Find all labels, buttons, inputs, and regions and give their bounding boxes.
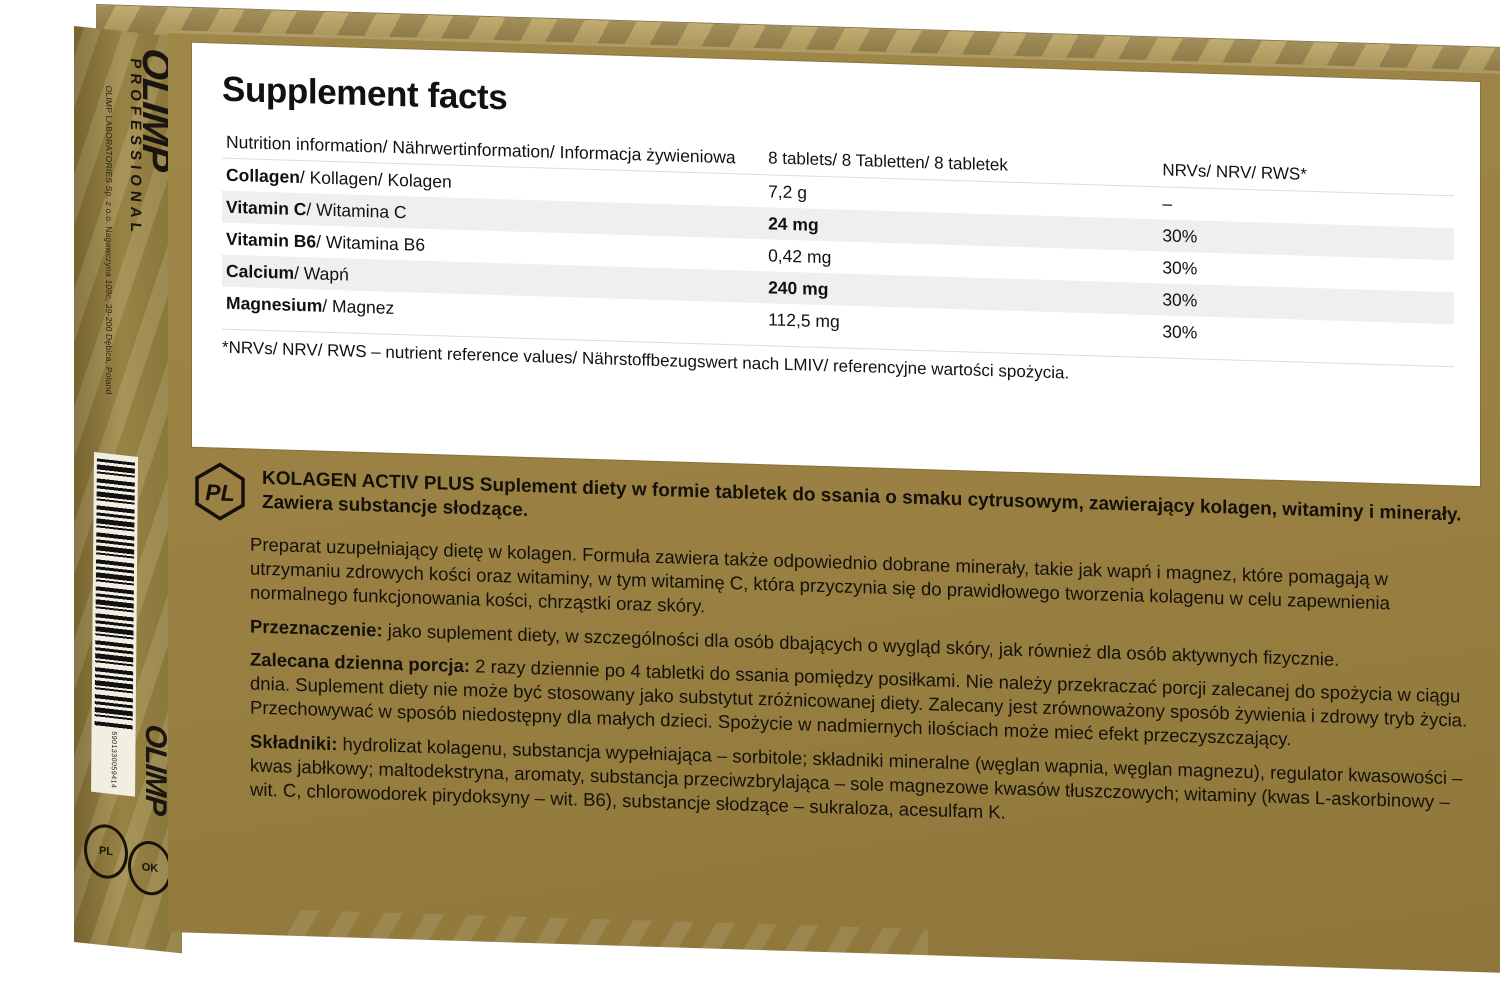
recycle-badge-icon: PL	[84, 822, 128, 881]
nutrient-name-bold: Calcium	[226, 260, 295, 283]
front-bottom-stripes	[288, 909, 928, 956]
supplement-facts-panel: Supplement facts Nutrition information/ …	[192, 42, 1480, 487]
polish-description-block: PL KOLAGEN ACTIV PLUS Suplement diety w …	[192, 461, 1482, 849]
svg-text:PL: PL	[205, 479, 234, 506]
barcode-bars	[94, 458, 135, 732]
nutrient-name-bold: Vitamin B6	[226, 228, 317, 252]
quality-badge-icon: OK	[128, 838, 172, 898]
polish-headline-row: PL KOLAGEN ACTIV PLUS Suplement diety w …	[192, 461, 1482, 560]
nutrient-name-rest: / Magnez	[322, 295, 395, 318]
nutrient-name-bold: Collagen	[226, 164, 300, 187]
purpose-label: Przeznaczenie:	[250, 615, 383, 641]
barcode: 5901330059414	[91, 452, 138, 797]
nutrient-name-bold: Vitamin C	[226, 196, 307, 219]
carton-front-face: Supplement facts Nutrition information/ …	[168, 30, 1500, 973]
nutrient-name-bold: Magnesium	[226, 292, 323, 316]
barcode-number: 5901330059414	[109, 730, 118, 789]
nutrient-name-rest: / Wapń	[294, 262, 349, 285]
nutrition-table: Nutrition information/ Nährwertinformati…	[222, 125, 1454, 357]
dosage-label: Zalecana dzienna porcja:	[250, 648, 471, 677]
pl-hexagon-icon: PL	[192, 461, 248, 523]
nutrient-name-rest: / Witamina B6	[316, 231, 426, 255]
spine-professional-text: PROFESSIONAL	[127, 57, 144, 238]
ingredients-label: Składniki:	[250, 730, 338, 754]
nutrient-name-rest: / Witamina C	[306, 198, 407, 222]
spine-manufacturer-text: OLIMP LABORATORIES Sp. z o.o. Nagawczyna…	[104, 85, 114, 396]
spine-logo-mark: OLIMP	[139, 722, 172, 817]
nutrient-name-rest: / Kollagen/ Kolagen	[299, 166, 452, 192]
